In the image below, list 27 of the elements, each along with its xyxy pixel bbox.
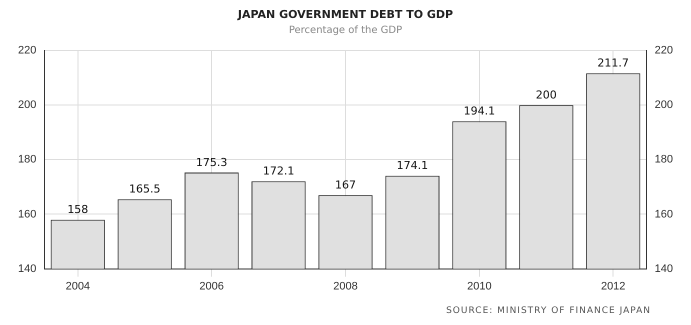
y-tick-label: 200 bbox=[18, 99, 36, 112]
y-tick-label: 160 bbox=[18, 208, 36, 220]
y2-tick-label: 160 bbox=[654, 208, 674, 220]
x-tick-label: 2008 bbox=[333, 280, 358, 292]
y-tick-label: 220 bbox=[18, 44, 36, 57]
x-tick-label: 2006 bbox=[199, 280, 224, 292]
x-tick-label: 2010 bbox=[467, 280, 492, 292]
y2-tick-label: 220 bbox=[654, 44, 674, 57]
data-label: 165.5 bbox=[128, 182, 160, 196]
x-tick-label: 2012 bbox=[600, 280, 626, 292]
y2-tick-label: 200 bbox=[654, 99, 674, 112]
y-tick-label: 180 bbox=[18, 154, 36, 166]
data-label: 200 bbox=[536, 88, 557, 102]
data-label: 172.1 bbox=[262, 164, 294, 178]
y-tick-label: 140 bbox=[18, 262, 36, 275]
data-label: 194.1 bbox=[464, 104, 496, 118]
y2-tick-label: 180 bbox=[654, 154, 674, 166]
x-tick-label: 2004 bbox=[66, 280, 90, 292]
data-label: 175.3 bbox=[196, 156, 228, 169]
chart-title: JAPAN GOVERNMENT DEBT TO GDP bbox=[236, 8, 454, 21]
data-label: 167 bbox=[335, 178, 356, 192]
data-label: 174.1 bbox=[396, 159, 428, 172]
y2-tick-label: 140 bbox=[654, 262, 674, 275]
data-label: 158 bbox=[67, 203, 88, 216]
source-note: SOURCE: MINISTRY OF FINANCE JAPAN bbox=[446, 306, 651, 316]
chart-subtitle: Percentage of the GDP bbox=[288, 25, 404, 36]
data-label: 211.7 bbox=[597, 56, 629, 70]
